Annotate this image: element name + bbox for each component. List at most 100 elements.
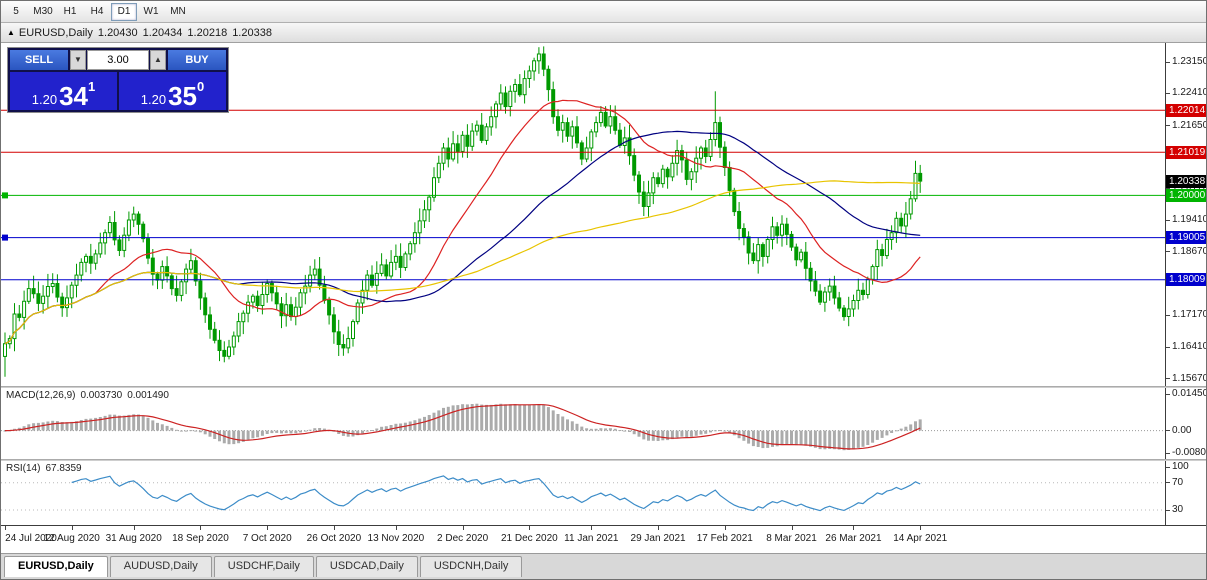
rsi-value: 67.8359: [45, 463, 82, 474]
axis-tick-label: 1.22410: [1172, 87, 1207, 99]
time-axis-label: 12 Aug 2020: [43, 533, 100, 544]
macd-label: MACD(12,26,9) 0.003730 0.001490: [6, 390, 174, 401]
time-axis-tick: [267, 526, 268, 530]
timeframe-toolbar: 5 M30 H1 H4 D1 W1 MN: [1, 1, 1206, 23]
axis-tick-label: 1.21650: [1172, 119, 1207, 131]
level-anchor-handle[interactable]: [2, 234, 8, 241]
price-axis[interactable]: 1.231501.224101.216501.209101.201701.194…: [1165, 43, 1207, 386]
rsi-line: [71, 475, 921, 512]
ma-slow-line: [4, 180, 921, 345]
time-axis-label: 2 Dec 2020: [437, 533, 489, 544]
rsi-name: RSI(14): [6, 463, 41, 474]
chart-tab-usdcad[interactable]: USDCAD,Daily: [315, 556, 418, 577]
level-price-label: 1.22014: [1166, 103, 1206, 117]
level-price-label: 1.21019: [1166, 145, 1206, 159]
level-anchor-handle[interactable]: [2, 192, 8, 199]
sell-price-prefix: 1.20: [31, 91, 58, 107]
macd-histogram: [3, 403, 922, 451]
timeframe-button-h4[interactable]: H4: [90, 5, 104, 17]
time-axis-label: 26 Mar 2021: [825, 533, 882, 544]
time-axis-label: 31 Aug 2020: [105, 533, 162, 544]
axis-tick-mark: [1166, 219, 1170, 221]
axis-tick-mark: [1166, 187, 1170, 189]
one-click-trading-panel: SELL ▼ 3.00 ▲ BUY 1.20 34 1 1.20 35 0: [7, 47, 229, 113]
time-axis-label: 14 Apr 2021: [893, 533, 948, 544]
chart-tab-audusd[interactable]: AUDUSD,Daily: [109, 556, 212, 577]
chart-tab-usdchf[interactable]: USDCHF,Daily: [213, 556, 314, 577]
candlestick-chart-svg: [1, 46, 1165, 377]
timeframe-button-mn[interactable]: MN: [170, 5, 186, 17]
timeframe-button-m30[interactable]: M30: [33, 5, 53, 17]
chart-tab-usdcnh[interactable]: USDCNH,Daily: [419, 556, 523, 577]
macd-chart-svg: [1, 403, 1165, 451]
axis-tick-mark: [1166, 452, 1170, 454]
sell-price-pip: 1: [88, 79, 96, 94]
time-axis-tick: [658, 526, 659, 530]
axis-tick-mark: [1166, 509, 1170, 511]
axis-tick-mark: [1166, 378, 1170, 380]
axis-tick-label: 1.17170: [1172, 309, 1207, 321]
time-axis-label: 21 Dec 2020: [500, 533, 558, 544]
rsi-label: RSI(14) 67.8359: [6, 463, 87, 474]
macd-value-main: 0.003730: [80, 390, 123, 401]
timeframe-button-h1[interactable]: H1: [63, 5, 77, 17]
axis-tick-label: 0.01450: [1172, 388, 1207, 399]
axis-tick-label: -0.00801: [1172, 447, 1206, 458]
axis-tick-label: 1.23150: [1172, 56, 1207, 68]
chart-symbol-period: EURUSD,Daily: [18, 26, 93, 39]
time-axis-label: 24 Jul 2020: [5, 533, 57, 544]
pane-splitter[interactable]: [1, 386, 1206, 388]
ohlc-high: 1.20434: [142, 26, 183, 39]
axis-tick-mark: [1166, 482, 1170, 484]
volume-decrease-button[interactable]: ▼: [70, 50, 86, 70]
axis-tick-mark: [1166, 393, 1170, 395]
time-axis-label: 13 Nov 2020: [367, 533, 425, 544]
timeframe-button-5[interactable]: 5: [13, 5, 19, 17]
current-price-label: 1.20338: [1166, 174, 1206, 188]
axis-tick-label: 0.00: [1172, 424, 1192, 436]
time-axis-tick: [463, 526, 464, 530]
time-axis-label: 17 Feb 2021: [696, 533, 753, 544]
time-axis[interactable]: 24 Jul 2020 12 Aug 2020 31 Aug 2020 18 Sep …: [1, 525, 1206, 553]
timeframe-button-d1[interactable]: D1: [111, 2, 137, 21]
chart-tab-eurusd[interactable]: EURUSD,Daily: [4, 556, 108, 577]
chart-collapse-icon[interactable]: ▲: [7, 28, 15, 37]
rsi-chart-svg: [1, 475, 1165, 512]
time-axis-label: 29 Jan 2021: [630, 533, 686, 544]
ohlc-close: 1.20338: [232, 26, 272, 39]
sell-button[interactable]: SELL: [10, 50, 68, 70]
time-axis-tick: [792, 526, 793, 530]
time-axis-tick: [5, 526, 6, 530]
sell-price-tile[interactable]: 1.20 34 1: [10, 72, 117, 110]
sell-price-main: 34: [59, 80, 88, 111]
time-axis-tick: [134, 526, 135, 530]
macd-name: MACD(12,26,9): [6, 390, 76, 401]
level-price-label: 1.19005: [1166, 231, 1206, 245]
main-chart-pane[interactable]: SELL ▼ 3.00 ▲ BUY 1.20 34 1 1.20 35 0: [1, 43, 1207, 386]
buy-price-prefix: 1.20: [140, 91, 167, 107]
time-axis-tick: [396, 526, 397, 530]
volume-increase-button[interactable]: ▲: [150, 50, 166, 70]
buy-button[interactable]: BUY: [168, 50, 226, 70]
axis-tick-label: 1.16410: [1172, 341, 1207, 353]
timeframe-button-w1[interactable]: W1: [143, 5, 159, 17]
ohlc-low: 1.20218: [187, 26, 228, 39]
axis-tick-mark: [1166, 61, 1170, 63]
rsi-pane[interactable]: RSI(14) 67.8359 100 70 30: [1, 461, 1206, 525]
axis-tick-label: 30: [1172, 504, 1184, 516]
ma-fast-line: [4, 99, 921, 345]
level-price-label: 1.18009: [1166, 273, 1206, 287]
macd-pane[interactable]: MACD(12,26,9) 0.003730 0.001490 0.01450 0.0…: [1, 388, 1207, 459]
time-axis-tick: [334, 526, 335, 530]
buy-price-tile[interactable]: 1.20 35 0: [119, 72, 226, 110]
volume-input[interactable]: 3.00: [87, 50, 149, 70]
pane-splitter[interactable]: [1, 459, 1206, 461]
macd-axis[interactable]: 0.01450 0.00 -0.00801: [1165, 388, 1207, 459]
axis-tick-label: 70: [1172, 476, 1184, 488]
axis-tick-mark: [1166, 251, 1170, 253]
buy-price-pip: 0: [197, 79, 205, 94]
level-price-label: 1.20000: [1166, 188, 1206, 202]
rsi-axis[interactable]: 100 70 30: [1165, 461, 1206, 525]
time-axis-label: 18 Sep 2020: [172, 533, 229, 544]
